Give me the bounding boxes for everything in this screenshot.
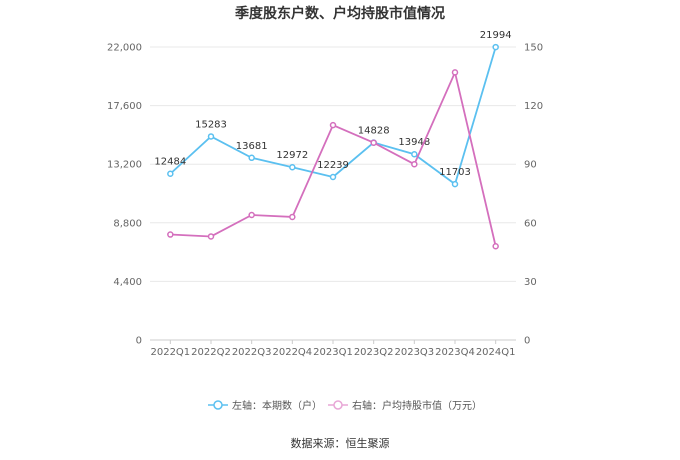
data-point-right <box>167 231 174 238</box>
left-axis-tick-label: 13,200 <box>107 160 142 171</box>
data-point-right <box>411 160 418 168</box>
data-point-right <box>492 242 499 250</box>
data-point-left <box>329 173 337 181</box>
data-point-left <box>492 43 499 51</box>
legend-item-right[interactable]: 右轴：户均持股市值（万元） <box>328 399 482 412</box>
left-axis-ticks: 0 4,400 8,800 13,200 17,600 22,000 <box>107 43 142 347</box>
data-label: 12972 <box>276 150 308 161</box>
data-point-right <box>248 211 255 219</box>
data-label: 13681 <box>236 141 268 152</box>
data-label: 11703 <box>439 167 471 178</box>
right-axis-tick-label: 90 <box>524 160 537 171</box>
data-label: 13948 <box>398 137 430 148</box>
right-axis-tick-label: 0 <box>524 336 530 347</box>
series-layer: 12484 15283 13681 12972 12239 14828 13948 11703… <box>154 30 512 250</box>
x-axis-tick-label: 2022Q1 <box>150 347 190 358</box>
data-point-left <box>248 154 255 162</box>
x-axis-tick-label: 2024Q1 <box>476 347 516 358</box>
data-label: 12239 <box>317 160 349 171</box>
right-axis-tick-label: 120 <box>524 101 543 112</box>
data-point-left <box>451 180 459 188</box>
data-point-left <box>289 163 296 171</box>
left-axis-tick-label: 22,000 <box>107 43 142 54</box>
right-axis-tick-label: 150 <box>524 43 543 54</box>
grid-lines <box>150 46 516 341</box>
data-point-left <box>207 133 215 140</box>
left-axis-tick-label: 17,600 <box>107 101 142 112</box>
left-axis-tick-label: 8,800 <box>113 218 142 229</box>
x-axis-tick-label: 2023Q3 <box>394 347 434 358</box>
x-axis-tick-label: 2022Q2 <box>191 347 231 358</box>
data-point-left <box>411 150 418 158</box>
x-axis-tick-label: 2023Q1 <box>313 347 353 358</box>
data-point-left <box>167 170 174 177</box>
right-axis-tick-label: 30 <box>524 277 537 288</box>
data-label: 14828 <box>358 126 390 137</box>
data-label: 12484 <box>154 157 186 168</box>
right-axis-ticks: 0 30 60 90 120 150 <box>524 43 543 347</box>
right-axis-tick-label: 60 <box>524 218 537 229</box>
x-axis-ticks: 2022Q1 2022Q2 2022Q3 2022Q4 2023Q1 2023Q2 2023… <box>150 340 516 358</box>
x-axis-tick-label: 2023Q4 <box>435 347 475 358</box>
data-label: 21994 <box>480 30 512 41</box>
data-point-right <box>370 139 377 146</box>
legend: 左轴：本期数（户） 右轴：户均持股市值（万元） <box>208 399 482 412</box>
left-axis-tick-label: 0 <box>136 336 142 347</box>
data-point-right <box>289 213 296 221</box>
x-axis-tick-label: 2023Q2 <box>354 347 394 358</box>
left-axis-tick-label: 4,400 <box>113 277 142 288</box>
data-point-right <box>207 233 215 240</box>
data-point-right <box>329 121 337 129</box>
legend-item-left[interactable]: 左轴：本期数（户） <box>208 399 322 412</box>
data-label: 15283 <box>195 119 227 130</box>
legend-label-right: 右轴：户均持股市值（万元） <box>352 399 482 412</box>
chart-title: 季度股东户数、户均持股市值情况 <box>234 5 445 22</box>
legend-label-left: 左轴：本期数（户） <box>232 399 322 412</box>
x-axis-tick-label: 2022Q4 <box>272 347 312 358</box>
data-point-right <box>451 69 459 76</box>
x-axis-tick-label: 2022Q3 <box>232 347 272 358</box>
source-note: 数据来源：恒生聚源 <box>291 436 390 450</box>
